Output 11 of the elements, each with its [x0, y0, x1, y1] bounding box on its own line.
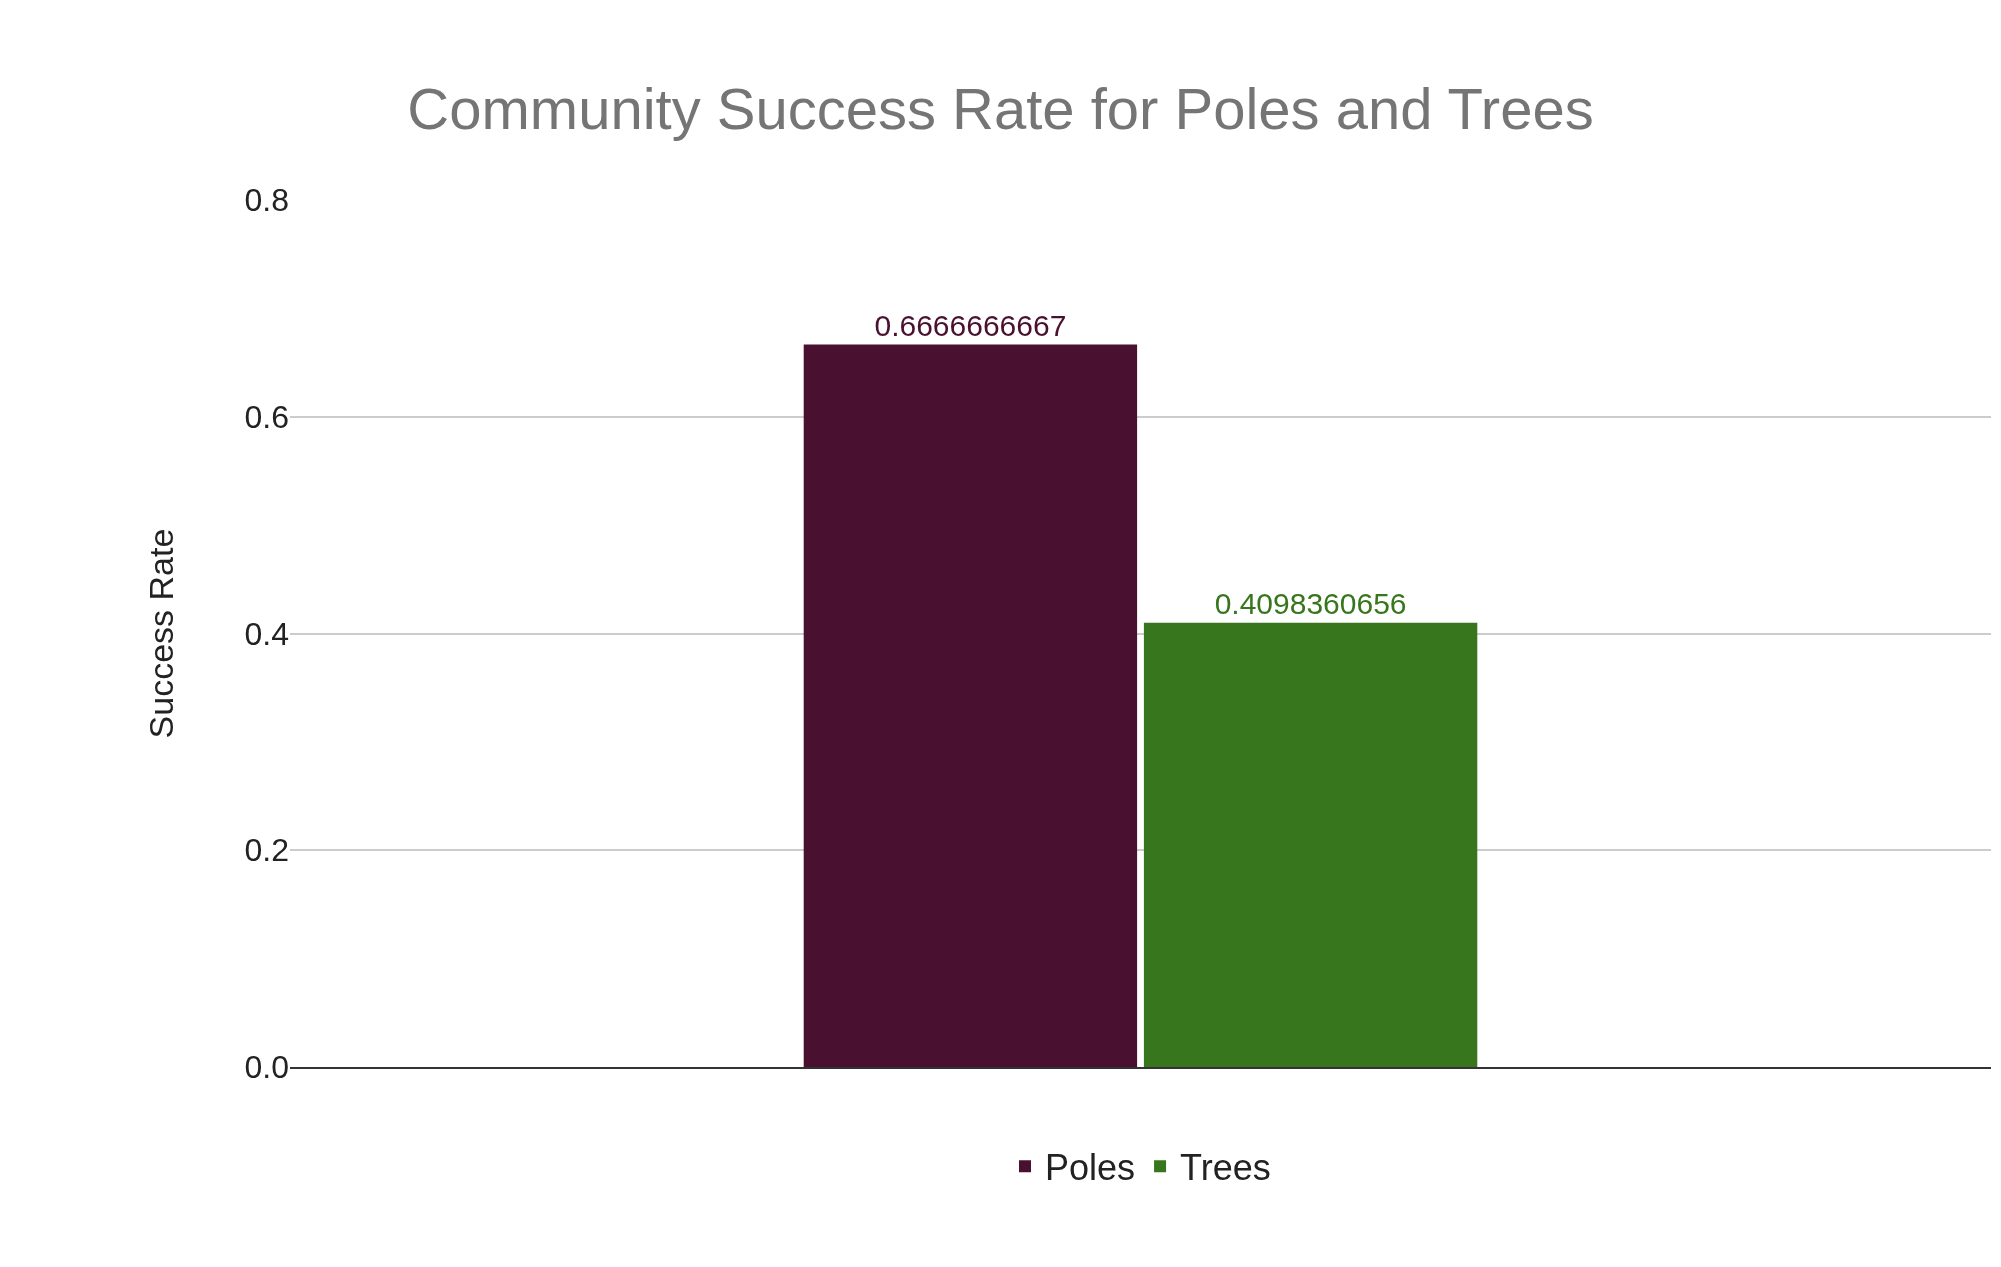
y-tick-label: 0.8 [244, 182, 289, 219]
legend-label: Poles [1045, 1147, 1136, 1189]
y-tick-label: 0.4 [244, 615, 289, 652]
legend-label: Trees [1180, 1147, 1271, 1189]
y-tick-label: 0.2 [244, 832, 289, 869]
chart-title: Community Success Rate for Poles and Trees [407, 76, 1594, 142]
y-tick-label: 0.0 [244, 1049, 289, 1086]
y-tick-label: 0.6 [244, 398, 289, 435]
y-axis-title: Success Rate [142, 528, 181, 739]
data-label: 0.6666666667 [874, 308, 1067, 342]
data-label: 0.4098360656 [1214, 586, 1407, 620]
